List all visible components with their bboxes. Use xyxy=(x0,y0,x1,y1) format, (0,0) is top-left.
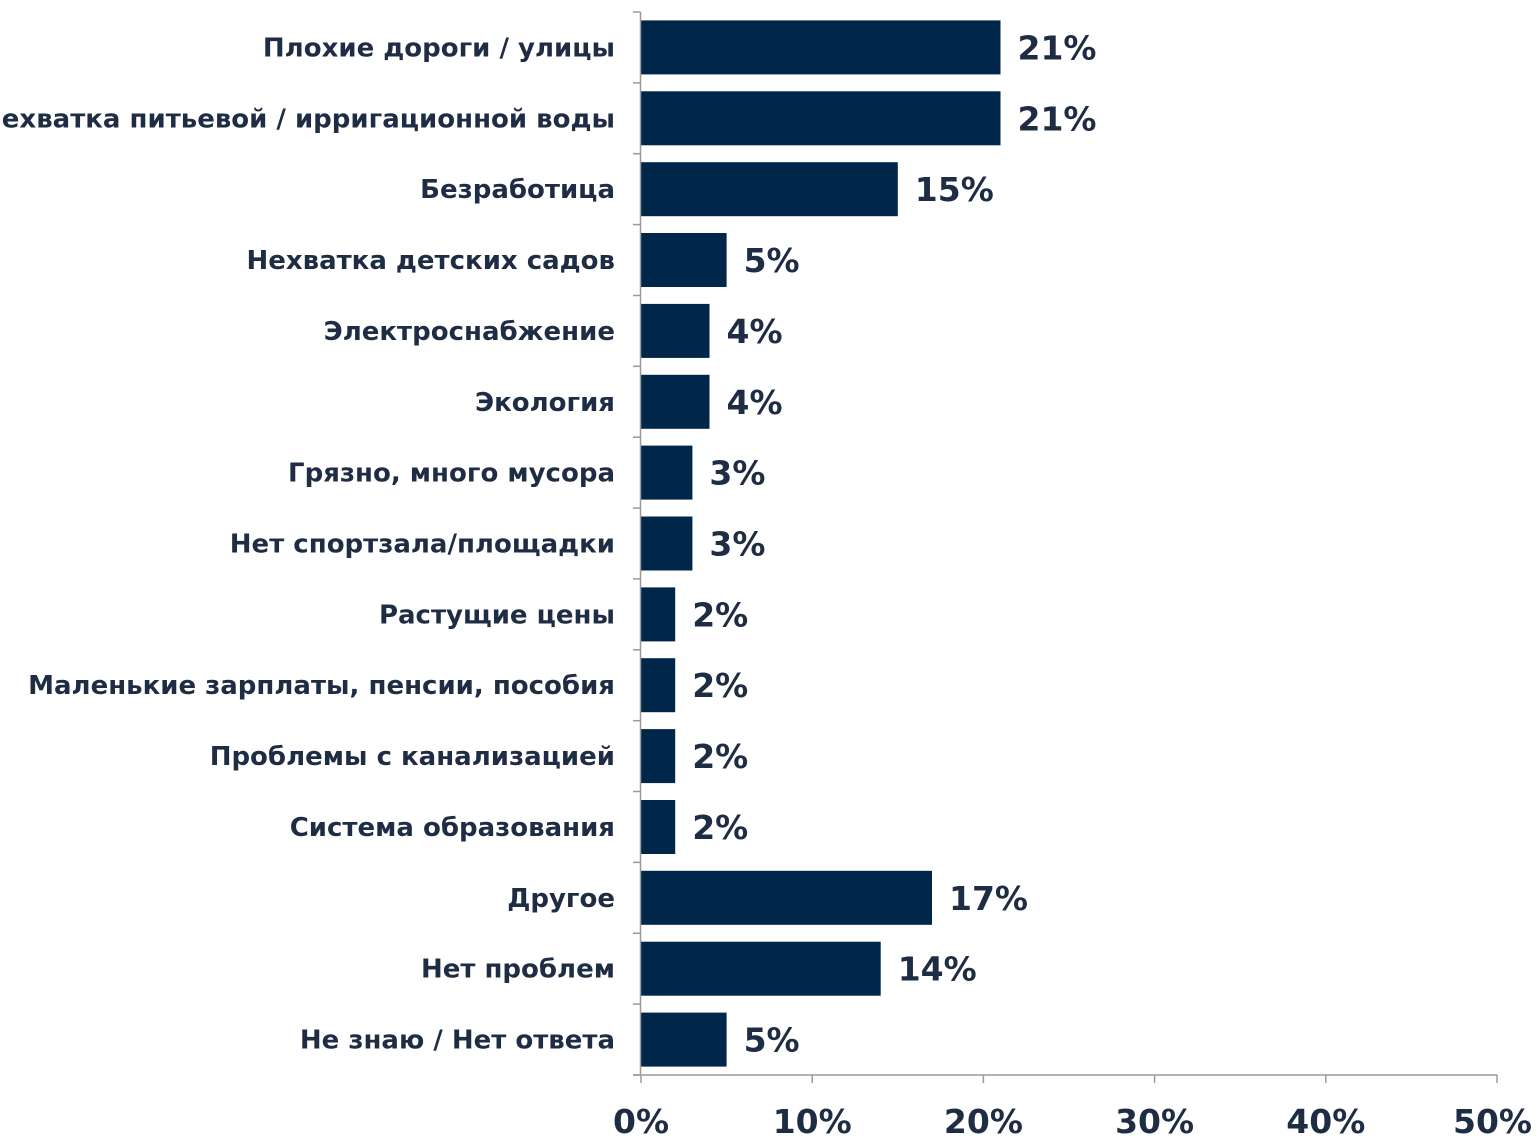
bars-group xyxy=(641,20,1001,1067)
value-label-7: 3% xyxy=(709,525,765,564)
bar-7 xyxy=(641,516,693,571)
category-label-5: Экология xyxy=(475,388,615,418)
value-label-3: 5% xyxy=(744,241,800,280)
bar-3 xyxy=(641,233,727,287)
value-label-6: 3% xyxy=(709,454,765,493)
bar-8 xyxy=(641,587,676,642)
bar-11 xyxy=(641,800,676,854)
bar-10 xyxy=(641,729,676,784)
category-label-4: Электроснабжение xyxy=(324,317,615,347)
bar-0 xyxy=(641,20,1001,75)
value-label-5: 4% xyxy=(727,383,783,422)
category-label-10: Проблемы с канализацией xyxy=(210,742,615,772)
value-label-8: 2% xyxy=(692,595,748,634)
x-tick-labels-group: 0% 10% 20% 30% 40% 50% xyxy=(613,1102,1532,1138)
category-label-1: Нехватка питьевой / ирригационной воды xyxy=(0,104,615,134)
x-tick-label-5: 50% xyxy=(1453,1102,1532,1138)
value-label-10: 2% xyxy=(692,737,748,776)
category-label-9: Маленькие зарплаты, пенсии, пособия xyxy=(28,671,615,701)
category-label-14: Не знаю / Нет ответа xyxy=(300,1026,615,1056)
x-tick-label-2: 20% xyxy=(944,1102,1023,1138)
x-tick-label-0: 0% xyxy=(613,1102,669,1138)
value-label-11: 2% xyxy=(692,808,748,847)
bar-12 xyxy=(641,870,932,925)
category-label-7: Нет спортзала/площадки xyxy=(230,530,615,560)
value-label-12: 17% xyxy=(949,879,1028,918)
category-label-6: Грязно, много мусора xyxy=(288,459,615,489)
bar-1 xyxy=(641,91,1001,146)
value-label-13: 14% xyxy=(898,950,977,989)
x-tick-label-1: 10% xyxy=(773,1102,852,1138)
category-labels-group: Плохие дороги / улицы Нехватка питьевой /… xyxy=(0,33,615,1055)
category-label-13: Нет проблем xyxy=(421,955,615,985)
bar-5 xyxy=(641,374,710,429)
bar-2 xyxy=(641,162,898,217)
axes-group xyxy=(633,11,1498,1083)
value-labels-group: 21% 21% 15% 5% 4% 4% 3% 3% 2% 2% 2% 2% 17% 14% 5% xyxy=(692,28,1096,1059)
bar-13 xyxy=(641,941,881,996)
value-label-4: 4% xyxy=(727,312,783,351)
bar-9 xyxy=(641,658,676,713)
bar-14 xyxy=(641,1012,727,1067)
value-label-0: 21% xyxy=(1018,28,1097,67)
x-tick-label-4: 40% xyxy=(1286,1102,1365,1138)
value-label-14: 5% xyxy=(744,1021,800,1060)
category-label-8: Растущие цены xyxy=(379,600,615,630)
category-label-12: Другое xyxy=(507,884,615,914)
category-label-11: Система образования xyxy=(290,813,615,843)
value-label-2: 15% xyxy=(915,170,994,209)
value-label-9: 2% xyxy=(692,666,748,705)
x-tick-label-3: 30% xyxy=(1115,1102,1194,1138)
bar-4 xyxy=(641,303,710,358)
category-label-3: Нехватка детских садов xyxy=(246,246,615,276)
bar-6 xyxy=(641,445,693,500)
category-label-0: Плохие дороги / улицы xyxy=(263,33,615,63)
value-label-1: 21% xyxy=(1018,99,1097,138)
category-label-2: Безработица xyxy=(420,175,615,205)
